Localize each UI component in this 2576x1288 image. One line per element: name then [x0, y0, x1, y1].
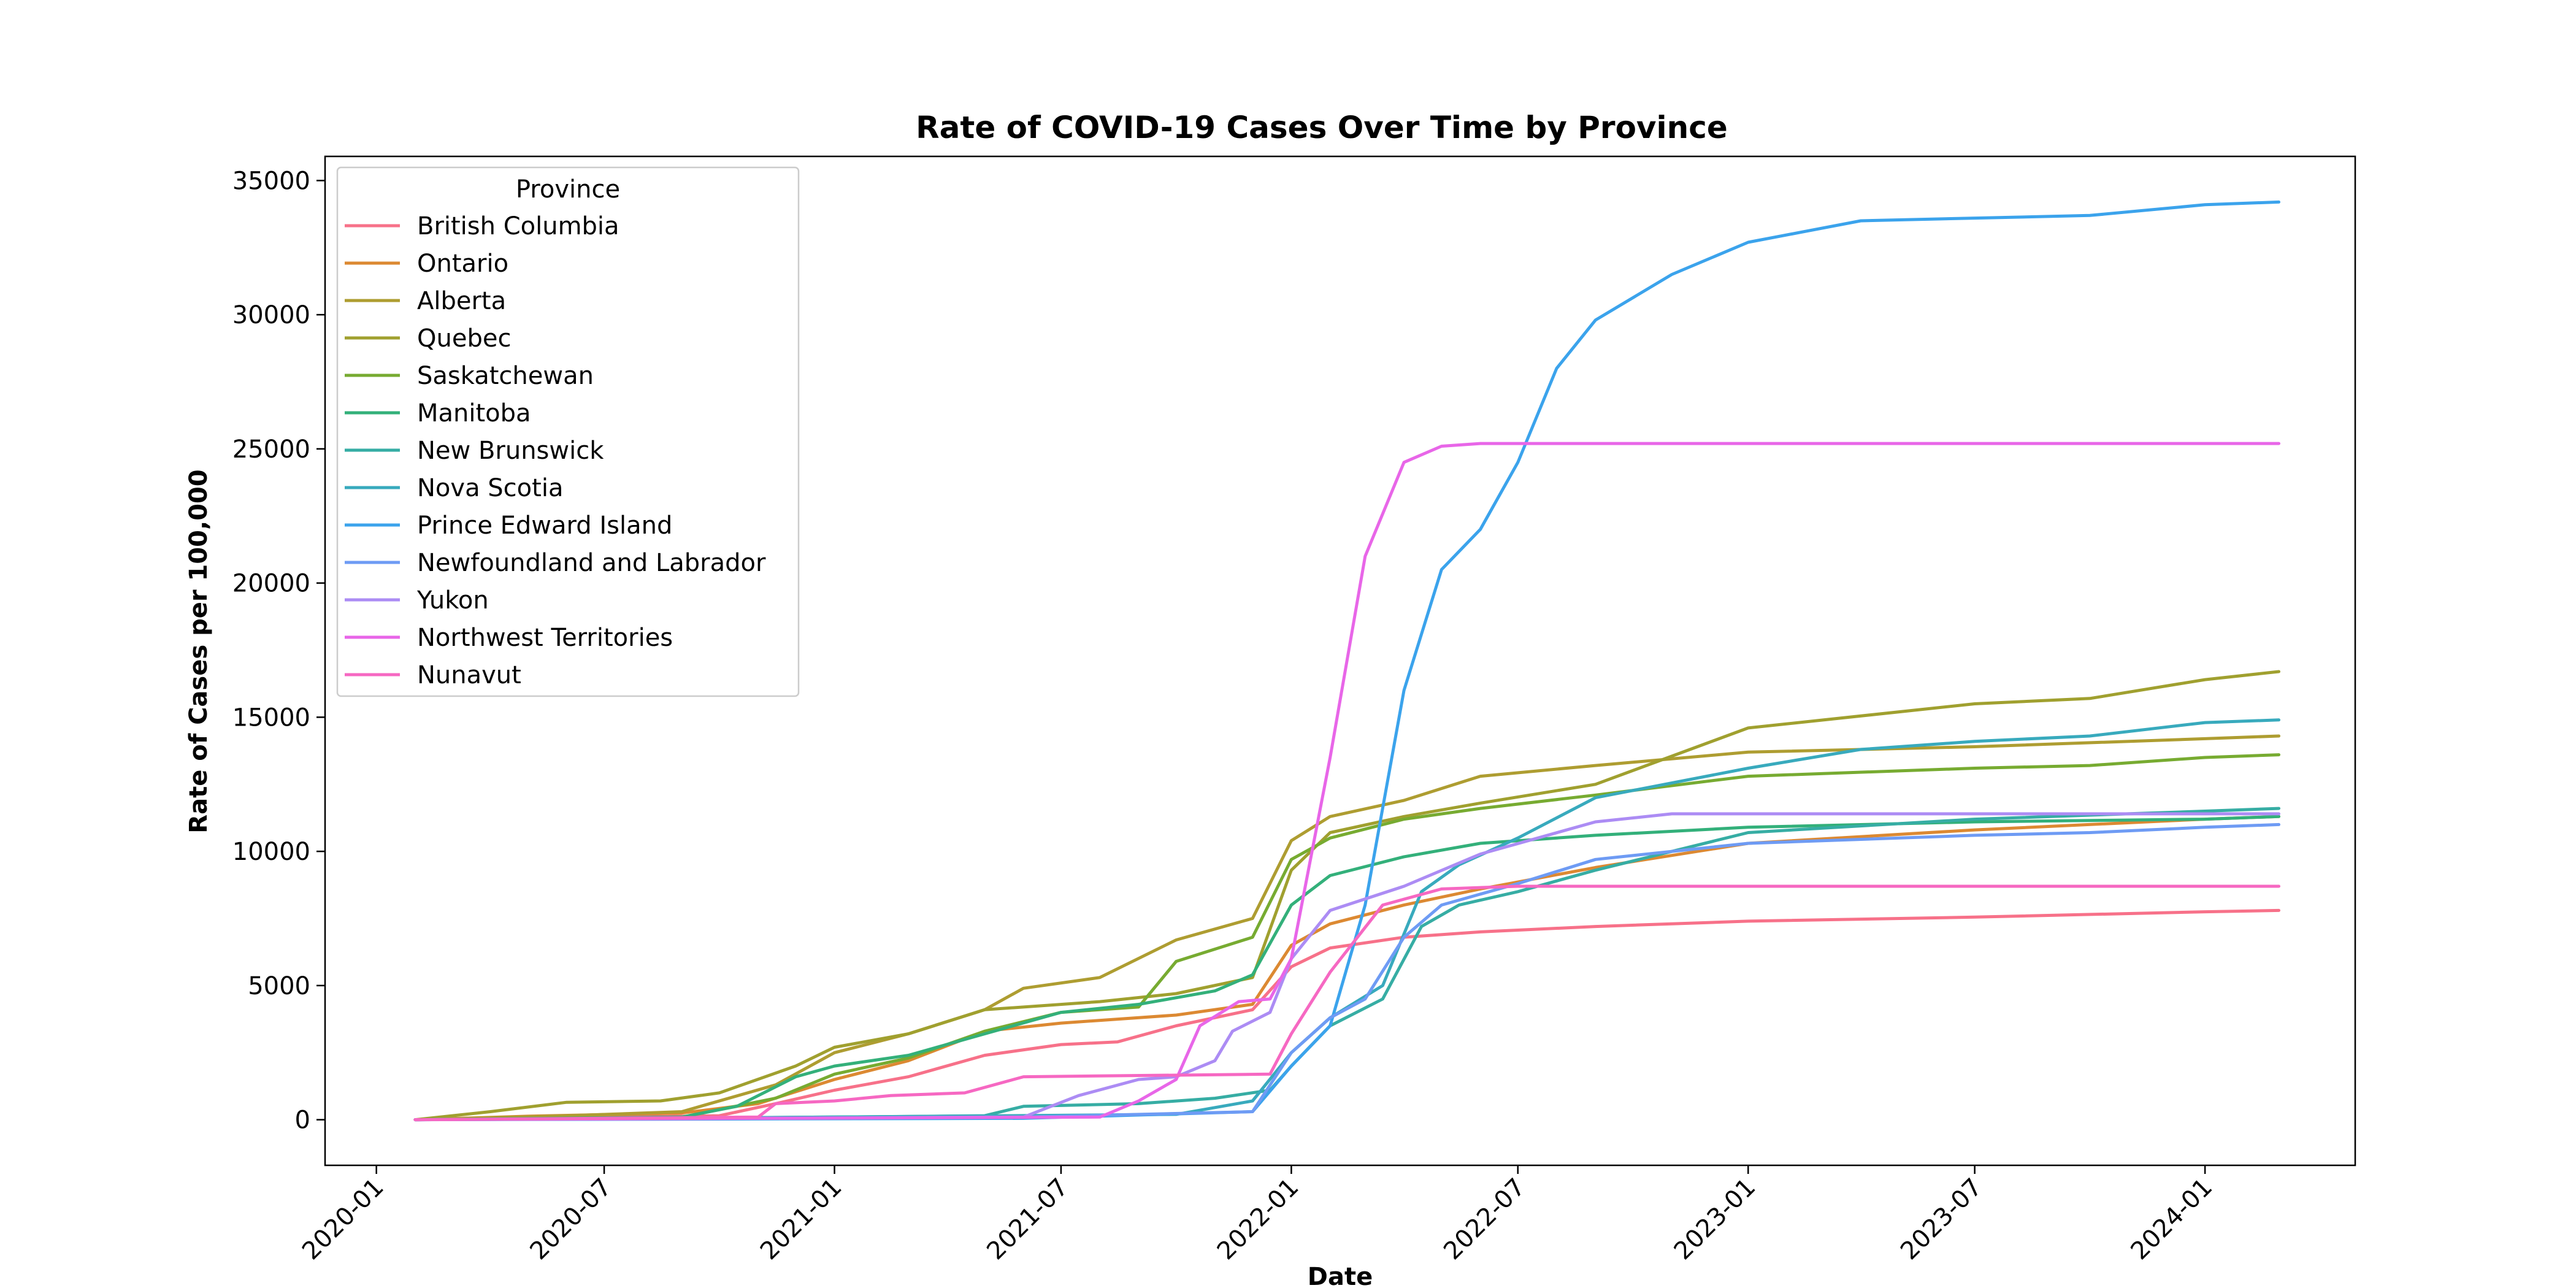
x-tick-label: 2021-07 — [981, 1173, 1074, 1266]
series-line-7 — [413, 718, 2280, 1122]
series-line-5 — [413, 815, 2280, 1122]
legend-label: Quebec — [417, 324, 511, 353]
x-axis-label: Date — [1308, 1263, 1373, 1288]
series-line-12 — [413, 884, 2280, 1122]
y-tick-label: 20000 — [232, 570, 310, 598]
y-tick-label: 0 — [295, 1106, 310, 1135]
y-axis-label: Rate of Cases per 100,000 — [185, 469, 213, 833]
legend-label: Nunavut — [417, 661, 521, 689]
series-line-4 — [413, 753, 2280, 1122]
x-tick-label: 2020-01 — [297, 1173, 389, 1266]
legend: Province British Columbia Ontario Alberta Q… — [336, 166, 800, 697]
y-tick-label: 35000 — [232, 167, 310, 195]
legend-label: Saskatchewan — [417, 362, 594, 390]
series-line-2 — [413, 734, 2280, 1122]
series-line-3 — [413, 670, 2280, 1122]
x-tick-label: 2021-01 — [755, 1173, 848, 1266]
legend-label: Manitoba — [417, 399, 531, 427]
x-axis-ticks: 2020-01 2020-07 2021-01 2021-07 2022-01 2022-… — [297, 1165, 2218, 1265]
y-tick-label: 15000 — [232, 703, 310, 732]
y-tick-label: 5000 — [248, 972, 310, 1000]
legend-label: Alberta — [417, 287, 506, 315]
series-line-11 — [413, 442, 2280, 1122]
y-tick-label: 10000 — [232, 838, 310, 866]
legend-label: Yukon — [416, 586, 489, 615]
legend-label: Northwest Territories — [417, 624, 673, 652]
y-tick-label: 30000 — [232, 301, 310, 329]
x-tick-label: 2020-07 — [524, 1173, 617, 1266]
series-lines — [413, 200, 2280, 1122]
legend-box — [336, 166, 800, 697]
legend-label: Prince Edward Island — [417, 512, 672, 540]
series-line-10 — [413, 812, 2280, 1122]
x-tick-label: 2023-01 — [1669, 1173, 1761, 1266]
legend-label: Nova Scotia — [417, 474, 563, 502]
legend-label: Newfoundland and Labrador — [417, 549, 766, 577]
legend-items: British Columbia Ontario Alberta Quebec Sask… — [345, 212, 766, 689]
legend-label: New Brunswick — [417, 437, 604, 465]
legend-title: Province — [516, 175, 620, 204]
series-line-6 — [413, 807, 2280, 1122]
legend-label: British Columbia — [417, 212, 619, 240]
y-tick-label: 25000 — [232, 435, 310, 464]
series-line-9 — [413, 822, 2280, 1122]
series-line-0 — [413, 908, 2280, 1122]
legend-label: Ontario — [417, 250, 508, 278]
x-tick-label: 2024-01 — [2125, 1173, 2218, 1266]
series-line-8 — [413, 200, 2280, 1122]
y-axis-ticks: 0 5000 10000 15000 20000 25000 30000 35000 — [232, 167, 325, 1135]
x-tick-label: 2023-07 — [1895, 1173, 1988, 1266]
chart-title: Rate of COVID-19 Cases Over Time by Prov… — [916, 110, 1728, 145]
x-tick-label: 2022-07 — [1438, 1173, 1531, 1266]
x-tick-label: 2022-01 — [1212, 1173, 1305, 1266]
plot-area — [324, 155, 2356, 1167]
